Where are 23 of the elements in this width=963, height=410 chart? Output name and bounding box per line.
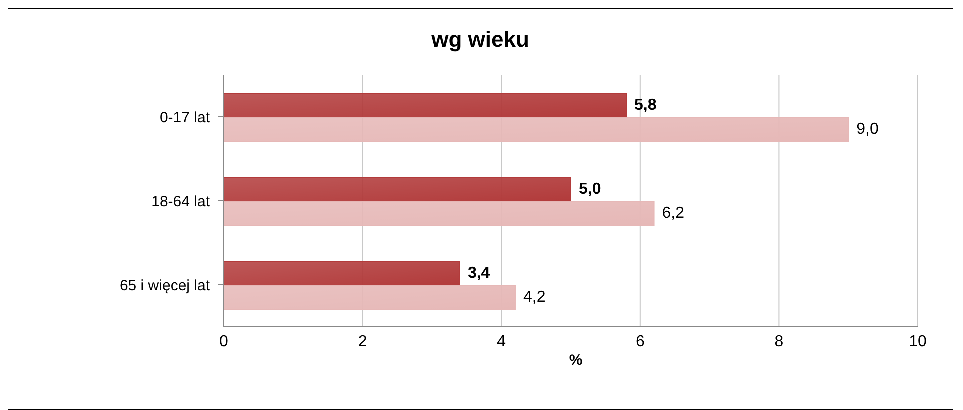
x-axis-title: % xyxy=(569,352,583,369)
bar xyxy=(224,260,460,286)
x-tick-label: 4 xyxy=(497,333,506,350)
y-tick-label: 0-17 lat xyxy=(160,109,211,126)
x-tick-label: 6 xyxy=(636,333,645,350)
x-tick-label: 8 xyxy=(774,333,784,350)
bar xyxy=(224,284,516,310)
x-tick-label: 0 xyxy=(220,333,229,350)
data-label: 4,2 xyxy=(523,288,546,306)
y-tick-label: 18-64 lat xyxy=(152,193,211,210)
bar xyxy=(224,92,628,118)
bar xyxy=(224,116,850,142)
data-label: 5,8 xyxy=(634,96,657,114)
data-label: 5,0 xyxy=(579,180,602,198)
x-tick-label: 10 xyxy=(909,333,927,350)
bar xyxy=(224,176,572,202)
data-label: 9,0 xyxy=(856,120,879,138)
x-tick-label: 2 xyxy=(358,333,368,350)
bar xyxy=(224,200,655,226)
chart-title: wg wieku xyxy=(430,27,530,53)
data-label: 6,2 xyxy=(662,204,685,222)
y-tick-label: 65 i więcej lat xyxy=(120,277,211,294)
data-label: 3,4 xyxy=(468,264,490,282)
